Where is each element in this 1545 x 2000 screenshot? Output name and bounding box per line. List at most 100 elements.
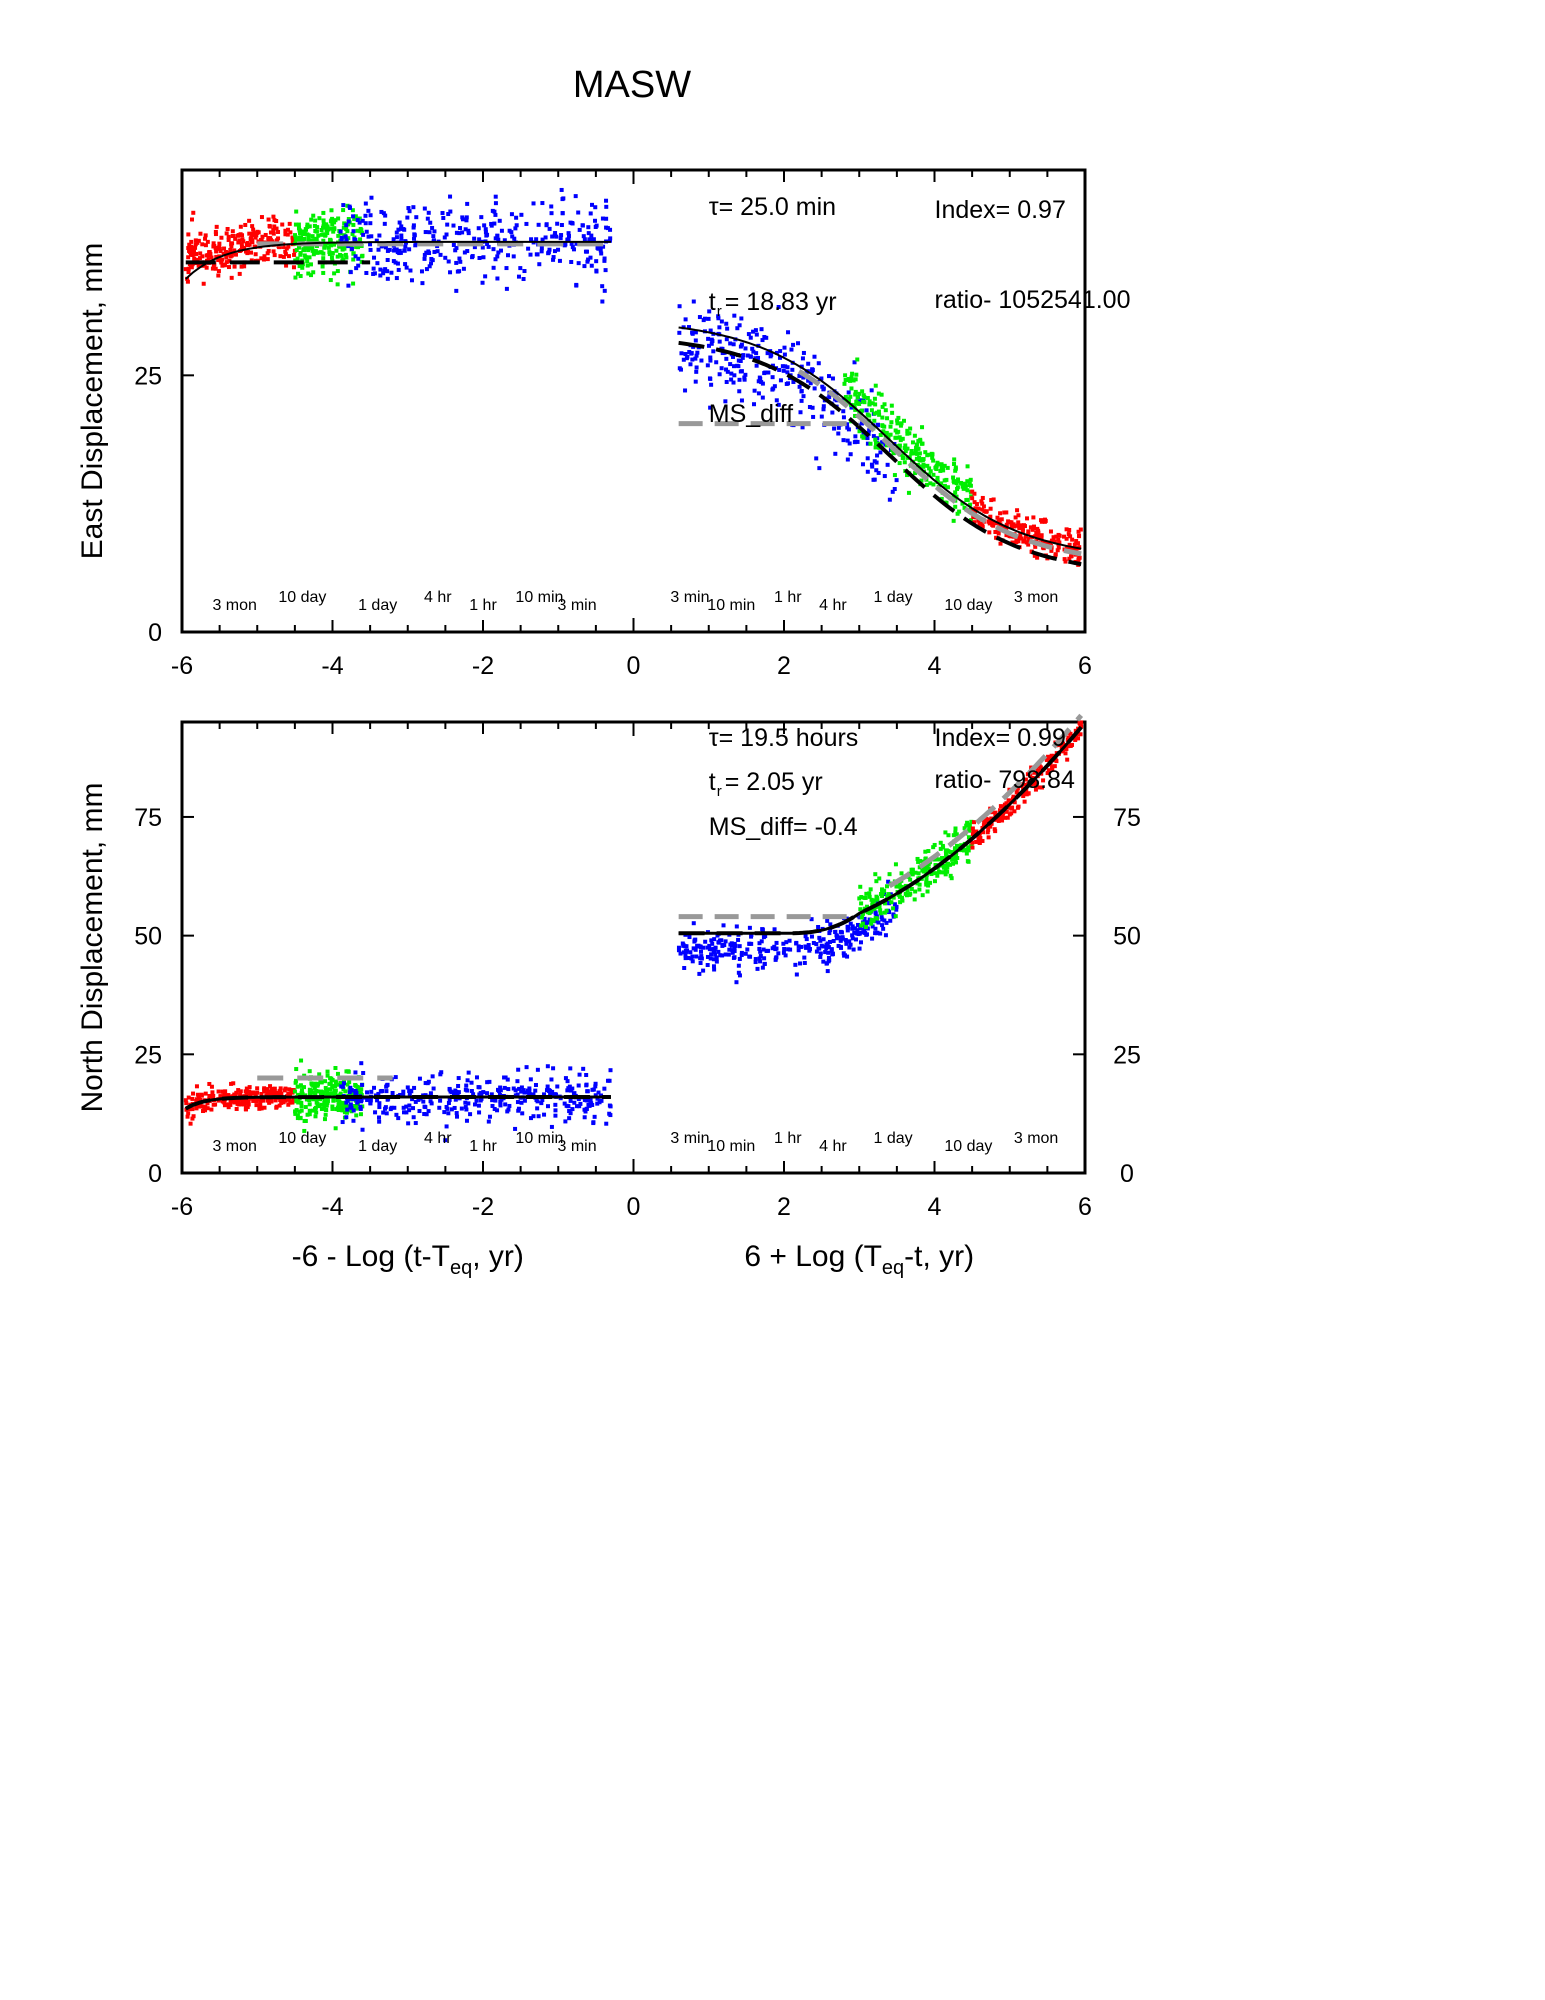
data-point <box>800 356 805 361</box>
data-point <box>916 871 921 876</box>
data-point <box>982 818 987 823</box>
data-point <box>602 288 607 293</box>
data-point <box>690 357 695 362</box>
data-point <box>1035 768 1040 773</box>
data-point <box>965 488 970 493</box>
data-point <box>325 1069 330 1074</box>
data-point <box>897 884 902 889</box>
data-point <box>377 1119 382 1124</box>
data-point <box>892 473 897 478</box>
data-point <box>549 204 554 209</box>
data-point <box>875 453 880 458</box>
data-point <box>964 851 969 856</box>
data-point <box>880 404 885 409</box>
data-point <box>286 254 291 259</box>
data-point <box>1023 534 1028 539</box>
data-point <box>862 916 867 921</box>
data-point <box>787 938 792 943</box>
data-point <box>1056 545 1061 550</box>
data-point <box>216 1089 221 1094</box>
x-axis-label-left-sub: eq <box>450 1257 472 1279</box>
data-point <box>509 212 514 217</box>
data-point <box>846 376 851 381</box>
data-point <box>234 1106 239 1111</box>
data-point <box>905 455 910 460</box>
data-point <box>333 1126 338 1131</box>
data-point <box>608 1068 613 1073</box>
data-point <box>736 963 741 968</box>
data-point <box>850 926 855 931</box>
data-point <box>1053 552 1058 557</box>
data-point <box>310 248 315 253</box>
data-point <box>360 218 365 223</box>
time-label: 3 mon <box>1014 1130 1058 1147</box>
data-point <box>972 491 977 496</box>
data-point <box>788 947 793 952</box>
data-point <box>1051 535 1056 540</box>
data-point <box>351 257 356 262</box>
data-point <box>879 915 884 920</box>
time-label: 3 mon <box>212 1138 256 1155</box>
data-point <box>711 950 716 955</box>
data-point <box>785 370 790 375</box>
data-point <box>880 415 885 420</box>
data-point <box>427 230 432 235</box>
data-point <box>531 201 536 206</box>
data-point <box>347 1107 352 1112</box>
data-point <box>872 411 877 416</box>
data-point <box>521 277 526 282</box>
data-point <box>198 231 203 236</box>
data-point <box>944 851 949 856</box>
data-point <box>349 244 354 249</box>
data-point <box>493 1098 498 1103</box>
data-point <box>224 231 229 236</box>
data-point <box>858 907 863 912</box>
data-point <box>980 501 985 506</box>
data-point <box>993 810 998 815</box>
data-point <box>865 412 870 417</box>
data-point <box>708 405 713 410</box>
data-point <box>325 1097 330 1102</box>
data-point <box>747 941 752 946</box>
data-point <box>873 911 878 916</box>
data-point <box>709 938 714 943</box>
data-point <box>691 921 696 926</box>
data-point <box>923 849 928 854</box>
data-point <box>757 941 762 946</box>
x-tick-label: 0 <box>627 652 641 680</box>
data-point <box>723 399 728 404</box>
data-point <box>966 845 971 850</box>
data-point <box>965 464 970 469</box>
data-point <box>872 477 877 482</box>
data-point <box>585 1089 590 1094</box>
data-point <box>600 284 605 289</box>
data-point <box>748 335 753 340</box>
data-point <box>786 330 791 335</box>
data-point <box>273 1098 278 1103</box>
data-point <box>447 1097 452 1102</box>
data-point <box>451 223 456 228</box>
data-point <box>757 946 762 951</box>
data-point <box>1022 791 1027 796</box>
data-point <box>448 270 453 275</box>
data-point <box>472 236 477 241</box>
data-point <box>344 1100 349 1105</box>
data-point <box>738 344 743 349</box>
data-point <box>344 1069 349 1074</box>
data-point <box>1006 805 1011 810</box>
data-point <box>522 1090 527 1095</box>
data-point <box>928 481 933 486</box>
data-point <box>732 373 737 378</box>
data-point <box>381 271 386 276</box>
data-point <box>247 1085 252 1090</box>
data-point <box>262 1105 267 1110</box>
data-point <box>909 451 914 456</box>
data-point <box>854 931 859 936</box>
data-point <box>977 840 982 845</box>
data-point <box>985 830 990 835</box>
data-point <box>1021 794 1026 799</box>
data-point <box>351 229 356 234</box>
data-point <box>349 1092 354 1097</box>
time-label: 3 min <box>670 589 709 606</box>
